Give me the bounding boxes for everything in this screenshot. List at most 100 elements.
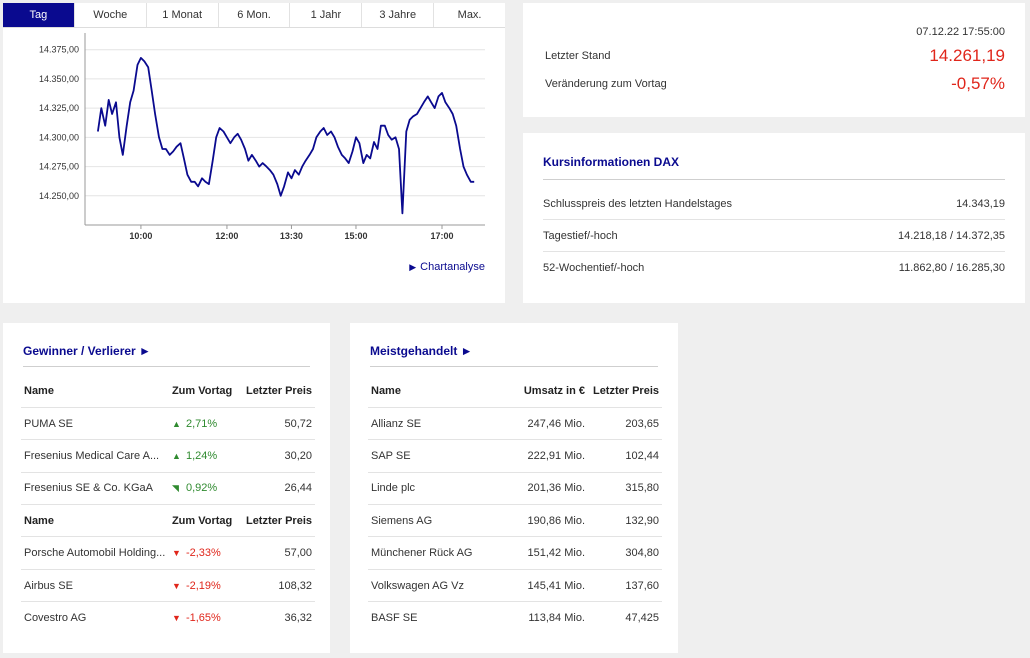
kurs-row-value: 14.218,18 / 14.372,35 xyxy=(897,229,1005,242)
tab-1-monat[interactable]: 1 Monat xyxy=(146,3,219,27)
table-row[interactable]: PUMA SE ▲ 2,71% 50,72 xyxy=(21,407,315,441)
veraenderung-label: Veränderung zum Vortag xyxy=(545,78,667,90)
tab-6-mon[interactable]: 6 Mon. xyxy=(218,3,291,27)
divider xyxy=(543,179,1005,180)
kurs-row: 52-Wochentief/-hoch 11.862,80 / 16.285,3… xyxy=(543,252,1005,284)
dax-intraday-chart: 14.250,00 14.275,00 14.300,00 14.325,00 14.3… xyxy=(39,33,485,241)
tab-woche[interactable]: Woche xyxy=(74,3,147,27)
y-tick-label: 14.325,00 xyxy=(39,103,79,113)
kurs-row: Schlusspreis des letzten Handelstages 14… xyxy=(543,188,1005,220)
col-name-header: Name xyxy=(21,375,169,408)
veraenderung-value: -0,57% xyxy=(951,74,1005,93)
table-row[interactable]: Münchener Rück AG 151,42 Mio. 304,80 xyxy=(368,536,662,570)
table-header-row: Name Zum Vortag Letzter Preis xyxy=(21,375,315,408)
table-row[interactable]: Siemens AG 190,86 Mio. 132,90 xyxy=(368,504,662,538)
letzter-stand-value: 14.261,19 xyxy=(929,46,1005,65)
stock-name[interactable]: PUMA SE xyxy=(21,407,169,441)
kursinformationen-title: Kursinformationen DAX xyxy=(543,155,680,169)
kurs-row-label: 52-Wochentief/-hoch xyxy=(543,262,645,274)
tab-1-jahr[interactable]: 1 Jahr xyxy=(290,3,363,27)
stock-change: 1,24% xyxy=(185,449,218,462)
kurs-row-label: Tagestief/-hoch xyxy=(543,229,618,242)
x-tick-label: 15:00 xyxy=(344,231,367,241)
y-tick-label: 14.375,00 xyxy=(39,45,79,55)
col-price-header: Letzter Preis xyxy=(242,504,315,538)
arrow-down-icon: ▼ xyxy=(171,580,181,591)
kurs-row-label: Schlusspreis des letzten Handelstages xyxy=(543,197,732,210)
chartanalyse-label: Chartanalyse xyxy=(420,261,485,273)
tab-max[interactable]: Max. xyxy=(434,3,506,27)
stock-price: 102,44 xyxy=(588,439,662,473)
table-header-row: Name Zum Vortag Letzter Preis xyxy=(21,504,315,538)
kurs-row-value: 14.343,19 xyxy=(956,197,1005,210)
stock-change: 2,71% xyxy=(185,417,218,430)
gewinner-verlierer-title[interactable]: Gewinner / Verlierer ► xyxy=(23,344,151,358)
stock-price: 315,80 xyxy=(588,472,662,506)
veraenderung-row: Veränderung zum Vortag -0,57% xyxy=(545,74,1005,94)
stock-price: 26,44 xyxy=(242,472,315,506)
stock-price: 108,32 xyxy=(242,569,315,603)
arrow-up-icon: ▲ xyxy=(171,450,181,461)
stock-price: 57,00 xyxy=(242,536,315,570)
table-row[interactable]: Fresenius SE & Co. KGaA ◥ 0,92% 26,44 xyxy=(21,472,315,506)
table-row[interactable]: Volkswagen AG Vz 145,41 Mio. 137,60 xyxy=(368,569,662,603)
stock-name[interactable]: Fresenius SE & Co. KGaA xyxy=(21,472,169,506)
table-row[interactable]: Allianz SE 247,46 Mio. 203,65 xyxy=(368,407,662,441)
kurs-row-value: 11.862,80 / 16.285,30 xyxy=(898,262,1005,274)
timerange-tabs: Tag Woche 1 Monat 6 Mon. 1 Jahr 3 Jahre … xyxy=(3,3,506,28)
table-row[interactable]: Fresenius Medical Care A... ▲ 1,24% 30,20 xyxy=(21,439,315,473)
stock-name[interactable]: Münchener Rück AG xyxy=(368,536,508,570)
chartanalyse-link[interactable]: ▶ Chartanalyse xyxy=(409,261,485,273)
col-name-header: Name xyxy=(21,504,169,538)
stock-umsatz: 247,46 Mio. xyxy=(508,407,588,441)
stock-price: 30,20 xyxy=(242,439,315,473)
stand-panel: 07.12.22 17:55:00 Letzter Stand 14.261,1… xyxy=(523,3,1025,117)
meistgehandelt-panel: Meistgehandelt ► Name Umsatz in € Letzte… xyxy=(350,323,678,653)
table-row[interactable]: Covestro AG ▼ -1,65% 36,32 xyxy=(21,602,315,634)
stock-umsatz: 151,42 Mio. xyxy=(508,536,588,570)
table-row[interactable]: Porsche Automobil Holding... ▼ -2,33% 57,… xyxy=(21,536,315,570)
stock-name[interactable]: Linde plc xyxy=(368,472,508,506)
tab-3-jahre[interactable]: 3 Jahre xyxy=(362,3,435,27)
divider xyxy=(23,366,310,367)
arrow-down-icon: ▼ xyxy=(171,548,181,559)
kurs-row: Tagestief/-hoch 14.218,18 / 14.372,35 xyxy=(543,220,1005,252)
stock-umsatz: 190,86 Mio. xyxy=(508,504,588,538)
col-price-header: Letzter Preis xyxy=(242,375,315,408)
stock-umsatz: 222,91 Mio. xyxy=(508,439,588,473)
stock-name[interactable]: SAP SE xyxy=(368,439,508,473)
stock-name[interactable]: Airbus SE xyxy=(21,569,169,603)
stock-name[interactable]: Volkswagen AG Vz xyxy=(368,569,508,603)
chart-panel: Tag Woche 1 Monat 6 Mon. 1 Jahr 3 Jahre … xyxy=(3,3,506,303)
gewinner-verlierer-panel: Gewinner / Verlierer ► Name Zum Vortag L… xyxy=(3,323,330,653)
stock-price: 203,65 xyxy=(588,407,662,441)
stock-name[interactable]: Siemens AG xyxy=(368,504,508,538)
x-tick-label: 12:00 xyxy=(215,231,238,241)
arrow-up-icon: ▲ xyxy=(171,418,181,429)
y-tick-label: 14.275,00 xyxy=(39,162,79,172)
table-row[interactable]: Linde plc 201,36 Mio. 315,80 xyxy=(368,472,662,506)
y-tick-label: 14.250,00 xyxy=(39,191,79,201)
stock-price: 47,425 xyxy=(625,612,659,625)
table-row[interactable]: BASF SE 113,84 Mio. 47,425 xyxy=(368,602,662,634)
col-price-header: Letzter Preis xyxy=(588,375,662,408)
play-triangle-icon: ▶ xyxy=(409,262,417,272)
table-row[interactable]: Airbus SE ▼ -2,19% 108,32 xyxy=(21,569,315,603)
stock-name[interactable]: Fresenius Medical Care A... xyxy=(21,439,169,473)
col-change-header: Zum Vortag xyxy=(168,504,243,538)
stock-name[interactable]: Covestro AG xyxy=(24,612,87,625)
stock-name[interactable]: Allianz SE xyxy=(368,407,508,441)
stock-name[interactable]: BASF SE xyxy=(371,612,418,625)
stock-name[interactable]: Porsche Automobil Holding... xyxy=(21,536,169,570)
stock-change: 0,92% xyxy=(185,482,218,495)
table-row[interactable]: SAP SE 222,91 Mio. 102,44 xyxy=(368,439,662,473)
stock-change: -2,33% xyxy=(185,547,221,560)
col-umsatz-header: Umsatz in € xyxy=(508,375,588,408)
tab-tag[interactable]: Tag xyxy=(3,3,75,27)
meistgehandelt-title[interactable]: Meistgehandelt ► xyxy=(370,344,473,358)
stand-datetime: 07.12.22 17:55:00 xyxy=(916,26,1005,38)
stock-umsatz: 113,84 Mio. xyxy=(528,612,585,625)
meistgehandelt-table: Name Umsatz in € Letzter Preis Allianz S… xyxy=(368,375,662,634)
y-tick-label: 14.350,00 xyxy=(39,74,79,84)
x-tick-label: 13:30 xyxy=(280,231,303,241)
